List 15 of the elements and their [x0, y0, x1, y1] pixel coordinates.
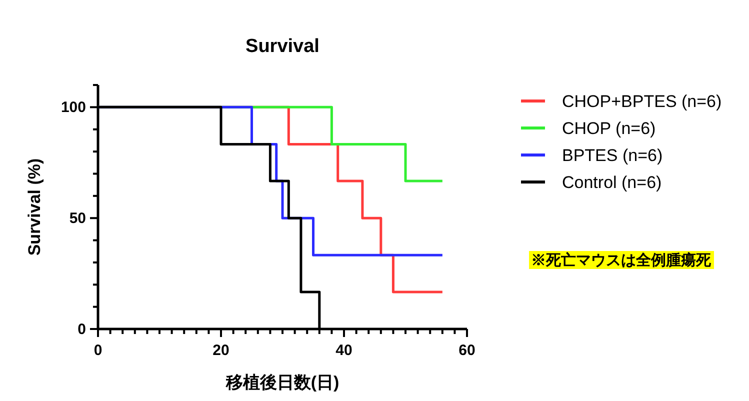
x-tick-label: 60 — [458, 342, 476, 359]
legend-label: Control (n=6) — [562, 173, 662, 192]
x-tick-label: 20 — [212, 342, 230, 359]
y-tick-label: 50 — [69, 210, 86, 228]
chart-title: Survival — [246, 36, 320, 57]
legend-label: CHOP (n=6) — [562, 119, 656, 138]
y-tick-label: 0 — [78, 321, 86, 338]
x-axis-title: 移植後日数(日) — [224, 373, 340, 392]
y-tick-label: 100 — [60, 99, 86, 116]
legend-label: BPTES (n=6) — [562, 146, 663, 165]
text: ※死亡マウスは全例腫瘍死 — [531, 251, 712, 269]
x-tick-label: 0 — [94, 342, 102, 359]
legend-label: CHOP+BPTES (n=6) — [562, 92, 722, 111]
y-axis-title: Survival (%) — [25, 158, 44, 256]
x-tick-label: 40 — [336, 342, 352, 359]
